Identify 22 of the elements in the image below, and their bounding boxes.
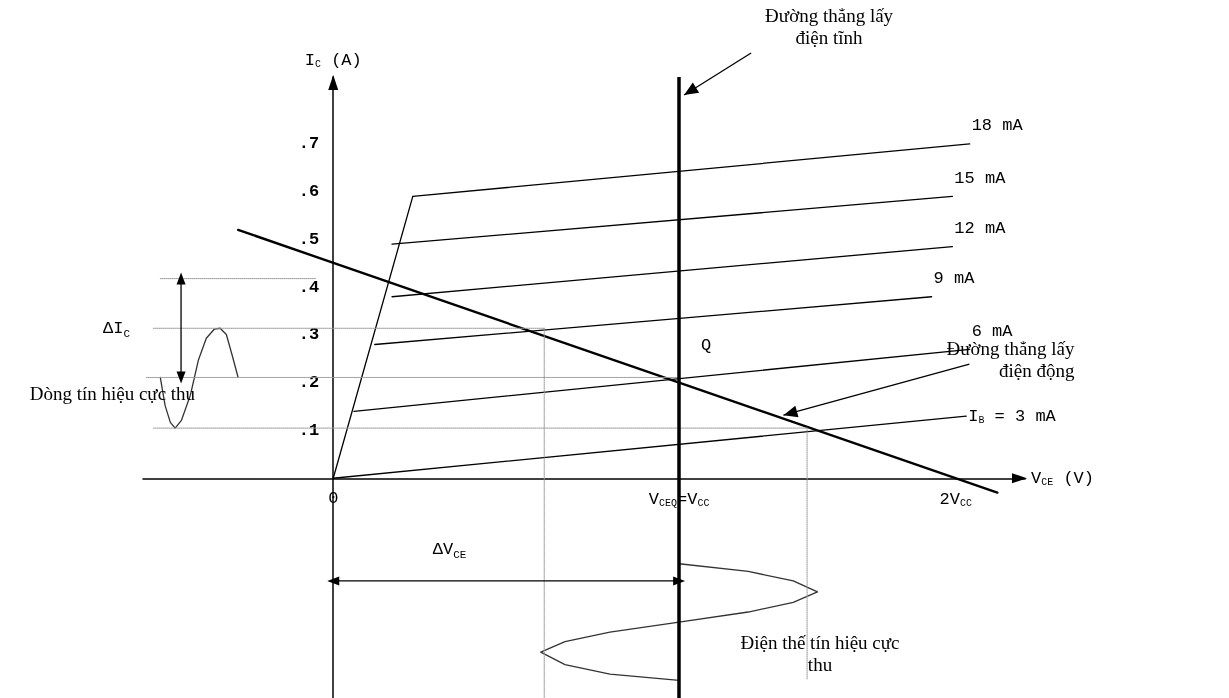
y-tick-label: .5 [298, 229, 320, 249]
y-tick-label: .7 [298, 134, 320, 154]
annotation: Q [701, 334, 712, 357]
annotation: ΔV$_{CE}$ [432, 538, 467, 564]
x-tick-label: 2VCC [939, 489, 973, 509]
x-axis-title: VCE (V) [1031, 468, 1095, 488]
series-label: 18 mA [971, 116, 1024, 136]
y-tick-label: .6 [298, 182, 320, 202]
series-label: 12 mA [954, 219, 1007, 239]
y-tick-label: .1 [298, 420, 320, 440]
y-tick-label: .4 [298, 277, 320, 297]
y-axis-title: IC (A) [304, 50, 362, 70]
series-label: 9 mA [933, 269, 976, 289]
series-label: 6 mA [971, 321, 1014, 341]
series-label: IB = 3 mA [968, 406, 1057, 426]
annotation: ΔI$_{C}$ [103, 318, 131, 343]
y-tick-label: .3 [298, 325, 320, 345]
annotation: Đường thẳng lấy điện động [945, 338, 1075, 383]
y-tick-label: .2 [298, 373, 320, 393]
annotation: Điện thế tín hiệu cực thu [739, 632, 901, 676]
series-label: 15 mA [954, 168, 1007, 188]
ref-line-label: Đường thẳng lấy điện tĩnh [764, 5, 895, 49]
